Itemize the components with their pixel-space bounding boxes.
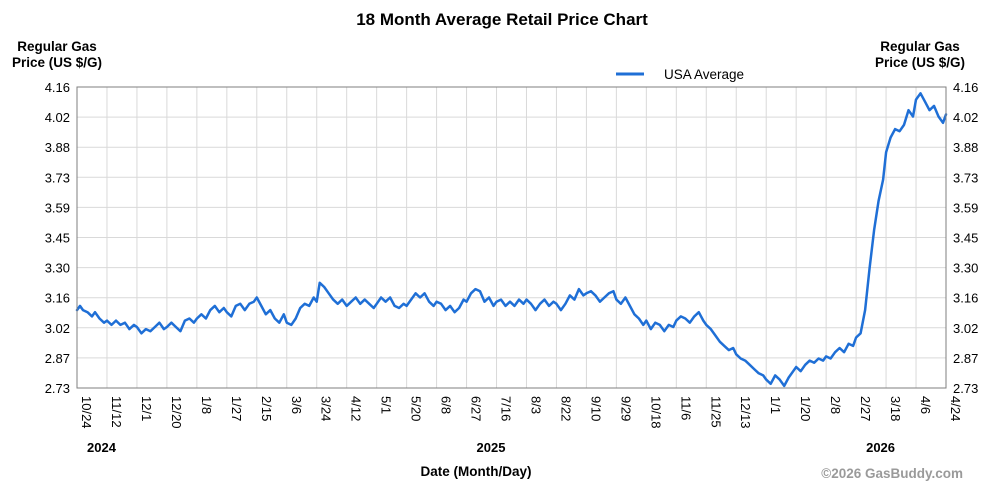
x-axis-title: Date (Month/Day): [421, 464, 532, 479]
x-tick-label: 11/25: [708, 396, 723, 428]
series-line-usa-average: [75, 92, 948, 388]
y-ticks-right: 4.16 4.02 3.88 3.73 3.59 3.45 3.30 3.16 3.02 2.87…: [953, 80, 978, 396]
y-ticks-left: 4.16 4.02 3.88 3.73 3.59 3.45 3.30 3.16 3.02 2.87…: [45, 80, 70, 396]
y-tick-label-left: 4.16: [45, 80, 70, 95]
x-tick-label: 3/6: [289, 396, 304, 414]
y-tick-label-right: 3.88: [953, 140, 978, 155]
x-tick-label: 10/24: [79, 396, 94, 429]
x-tick-label: 1/27: [229, 396, 244, 421]
x-tick-label: 9/10: [588, 396, 603, 421]
x-tick-label: 12/13: [738, 396, 753, 429]
y-tick-label-left: 3.59: [45, 200, 70, 215]
x-tick-label: 8/3: [528, 396, 543, 414]
y-axis-title-left-line2: Price (US $/G): [12, 55, 102, 70]
x-tick-label: 12/1: [139, 396, 154, 421]
copyright-credit: ©2026 GasBuddy.com: [821, 466, 963, 481]
series-layer: [75, 92, 948, 388]
y-tick-label-right: 4.16: [953, 80, 978, 95]
x-tick-label: 4/24: [948, 396, 963, 421]
y-tick-label-right: 3.16: [953, 291, 978, 306]
x-tick-label: 10/18: [648, 396, 663, 429]
y-tick-label-left: 3.02: [45, 321, 70, 336]
year-label: 2024: [87, 440, 117, 455]
year-label: 2026: [866, 440, 895, 455]
x-tick-label: 7/16: [499, 396, 514, 421]
legend-label: USA Average: [664, 67, 744, 82]
y-tick-label-right: 2.87: [953, 351, 978, 366]
y-tick-label-right: 4.02: [953, 110, 978, 125]
y-axis-title-right-line2: Price (US $/G): [875, 55, 965, 70]
y-axis-title-left-line1: Regular Gas: [17, 39, 97, 54]
y-tick-label-left: 3.73: [45, 170, 70, 185]
x-tick-label: 4/6: [918, 396, 933, 414]
x-tick-label: 5/1: [379, 396, 394, 414]
x-tick-label: 1/20: [798, 396, 813, 421]
x-tick-label: 3/18: [888, 396, 903, 421]
y-tick-label-right: 3.73: [953, 170, 978, 185]
year-label: 2025: [477, 440, 506, 455]
x-tick-label: 6/8: [439, 396, 454, 414]
x-tick-label: 1/1: [768, 396, 783, 414]
y-tick-label-left: 4.02: [45, 110, 70, 125]
x-tick-label: 12/20: [169, 396, 184, 429]
x-tick-label: 11/6: [678, 396, 693, 420]
year-labels: 2024 2025 2026: [87, 440, 895, 455]
y-tick-label-left: 3.45: [45, 231, 70, 246]
y-axis-title-right-line1: Regular Gas: [880, 39, 960, 54]
x-tick-label: 2/8: [828, 396, 843, 414]
y-tick-label-right: 2.73: [953, 381, 978, 396]
y-tick-label-left: 3.88: [45, 140, 70, 155]
plot-border: [76, 86, 947, 389]
x-tick-label: 6/27: [469, 396, 484, 421]
x-tick-label: 2/15: [259, 396, 274, 421]
y-tick-label-left: 2.87: [45, 351, 70, 366]
y-tick-label-right: 3.30: [953, 261, 978, 276]
x-tick-label: 11/12: [109, 396, 124, 428]
x-tick-label: 3/24: [319, 396, 334, 421]
y-tick-label-right: 3.45: [953, 231, 978, 246]
y-tick-label-left: 3.16: [45, 291, 70, 306]
x-tick-label: 8/22: [558, 396, 573, 421]
x-tick-label: 4/12: [349, 396, 364, 421]
x-tick-label: 1/8: [199, 396, 214, 414]
x-tick-label: 9/29: [618, 396, 633, 421]
y-tick-label-left: 3.30: [45, 261, 70, 276]
x-tick-label: 5/20: [409, 396, 424, 421]
y-tick-label-right: 3.02: [953, 321, 978, 336]
y-tick-label-left: 2.73: [45, 381, 70, 396]
y-tick-label-right: 3.59: [953, 200, 978, 215]
chart-title: 18 Month Average Retail Price Chart: [356, 10, 648, 29]
x-tick-label: 2/27: [858, 396, 873, 421]
x-ticks: 10/24 11/12 12/1 12/20 1/8 1/27 2/15 3/6 3/24 4/1…: [79, 396, 963, 429]
